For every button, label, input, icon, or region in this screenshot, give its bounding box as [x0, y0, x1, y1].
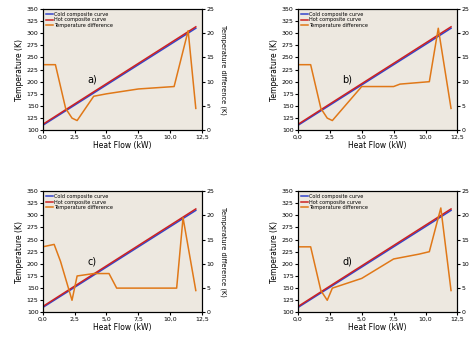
Temperature difference [40, 62, 46, 67]
Hot composite curve [323, 104, 329, 109]
Temperature difference [295, 62, 301, 67]
Temperature difference [308, 62, 313, 67]
Temperature difference [104, 92, 109, 96]
Temperature difference [448, 106, 454, 110]
Temperature difference [318, 106, 324, 110]
Hot composite curve [40, 122, 46, 126]
Temperature difference [114, 286, 119, 290]
Text: b): b) [343, 74, 353, 84]
Temperature difference [91, 94, 97, 98]
X-axis label: Heat Flow (kW): Heat Flow (kW) [348, 141, 407, 150]
Temperature difference [324, 298, 330, 303]
Line: Temperature difference: Temperature difference [298, 208, 451, 300]
Y-axis label: Temperature (K): Temperature (K) [15, 38, 24, 101]
Temperature difference [427, 250, 432, 254]
Hot composite curve [448, 25, 454, 29]
Line: Hot composite curve: Hot composite curve [298, 209, 451, 306]
Text: c): c) [87, 256, 96, 267]
Hot composite curve [193, 25, 199, 29]
Line: Hot composite curve: Hot composite curve [43, 27, 196, 124]
Temperature difference [359, 84, 365, 89]
Temperature difference [74, 118, 80, 122]
Temperature difference [391, 257, 396, 261]
Temperature difference [193, 106, 199, 110]
Temperature difference [427, 79, 432, 84]
Temperature difference [329, 286, 335, 290]
Line: Hot composite curve: Hot composite curve [43, 209, 196, 306]
Temperature difference [136, 87, 141, 91]
Legend: Cold composite curve, Hot composite curve, Temperature difference: Cold composite curve, Hot composite curv… [45, 193, 114, 211]
Temperature difference [174, 286, 180, 290]
Temperature difference [397, 82, 403, 86]
Line: Temperature difference: Temperature difference [43, 218, 196, 300]
Text: d): d) [343, 256, 353, 267]
Hot composite curve [295, 304, 301, 309]
Temperature difference [69, 116, 75, 120]
X-axis label: Heat Flow (kW): Heat Flow (kW) [93, 141, 152, 150]
Temperature difference [295, 245, 301, 249]
Hot composite curve [193, 207, 199, 211]
Y-axis label: Temperature (K): Temperature (K) [270, 38, 279, 101]
Line: Temperature difference: Temperature difference [43, 31, 196, 120]
X-axis label: Heat Flow (kW): Heat Flow (kW) [348, 323, 407, 332]
Temperature difference [308, 245, 313, 249]
Temperature difference [438, 206, 444, 210]
Temperature difference [53, 62, 58, 67]
Temperature difference [436, 26, 441, 30]
Temperature difference [391, 84, 396, 89]
Y-axis label: Temperature difference (K): Temperature difference (K) [220, 25, 227, 114]
Hot composite curve [40, 304, 46, 309]
Hot composite curve [295, 122, 301, 126]
Line: Hot composite curve: Hot composite curve [298, 27, 451, 124]
Hot composite curve [323, 287, 329, 291]
X-axis label: Heat Flow (kW): Heat Flow (kW) [93, 323, 152, 332]
Hot composite curve [68, 104, 73, 109]
Line: Temperature difference: Temperature difference [298, 28, 451, 120]
Temperature difference [324, 116, 330, 120]
Text: a): a) [87, 74, 97, 84]
Temperature difference [185, 29, 191, 33]
Temperature difference [329, 118, 335, 122]
Temperature difference [74, 274, 80, 278]
Temperature difference [171, 84, 177, 89]
Y-axis label: Temperature difference (K): Temperature difference (K) [220, 207, 227, 297]
Temperature difference [63, 106, 68, 110]
Temperature difference [69, 298, 75, 303]
Y-axis label: Temperature (K): Temperature (K) [15, 221, 24, 283]
Temperature difference [359, 276, 365, 281]
Temperature difference [318, 288, 324, 293]
Legend: Cold composite curve, Hot composite curve, Temperature difference: Cold composite curve, Hot composite curv… [45, 11, 114, 29]
Hot composite curve [68, 287, 73, 291]
Temperature difference [193, 288, 199, 293]
Temperature difference [40, 245, 46, 249]
Legend: Cold composite curve, Hot composite curve, Temperature difference: Cold composite curve, Hot composite curv… [301, 193, 369, 211]
Temperature difference [136, 286, 141, 290]
Temperature difference [51, 242, 57, 246]
Temperature difference [448, 288, 454, 293]
Temperature difference [180, 216, 186, 220]
Temperature difference [58, 259, 64, 264]
Hot composite curve [448, 207, 454, 211]
Temperature difference [416, 252, 422, 256]
Y-axis label: Temperature (K): Temperature (K) [270, 221, 279, 283]
Legend: Cold composite curve, Hot composite curve, Temperature difference: Cold composite curve, Hot composite curv… [301, 11, 369, 29]
Temperature difference [91, 271, 97, 276]
Temperature difference [106, 271, 112, 276]
